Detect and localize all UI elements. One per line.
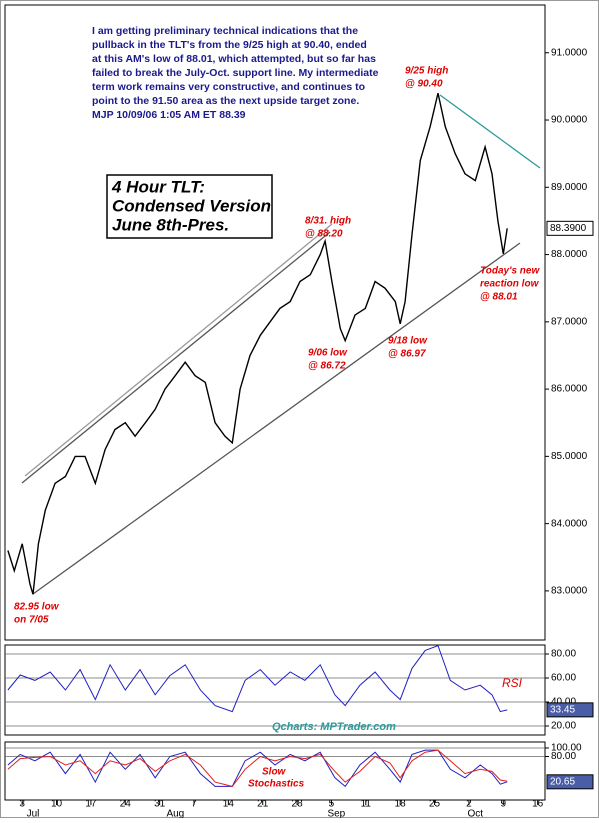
resistance-line [439, 94, 541, 169]
x-tick-label: 5 [329, 799, 335, 810]
stoch-panel [4, 741, 546, 801]
annotation: @ 86.97 [388, 349, 426, 360]
y-tick-label: 100.00 [551, 743, 582, 754]
chart-title: 4 Hour TLT: [111, 177, 205, 196]
series-line [7, 92, 508, 595]
y-tick-label: 86.0000 [551, 384, 588, 395]
annotation: 9/25 high [405, 66, 448, 77]
channel-line [24, 223, 333, 477]
channel-line [21, 231, 331, 484]
commentary: at this AM's low of 88.01, which attempt… [92, 53, 376, 65]
x-tick-label: 14 [223, 799, 235, 810]
y-tick-label: 85.0000 [551, 451, 588, 462]
annotation: 9/06 low [308, 348, 348, 359]
last-value-box [546, 774, 594, 790]
stoch-label: Slow [262, 767, 287, 778]
annotation: 9/18 low [388, 336, 428, 347]
last-value-label: 20.65 [550, 776, 575, 787]
x-tick-label: 16 [532, 799, 544, 810]
commentary: failed to break the July-Oct. support li… [92, 67, 379, 79]
source-label: Qcharts: MPTrader.com [272, 721, 396, 733]
annotation: Today's new [480, 266, 540, 277]
y-tick-label: 88.0000 [551, 249, 588, 260]
x-tick-label: 3 [19, 799, 25, 810]
stoch-label: Stochastics [248, 779, 305, 790]
x-tick-label: 7 [191, 799, 197, 810]
x-tick-label: 10 [51, 799, 63, 810]
annotation: @ 88.20 [305, 229, 343, 240]
x-tick-label: 2 [466, 799, 472, 810]
x-tick-label: 25 [429, 799, 441, 810]
y-tick-label: 80.00 [551, 751, 576, 762]
month-label: Jul [27, 809, 40, 818]
y-tick-label: 84.0000 [551, 518, 588, 529]
title-box [106, 174, 273, 239]
commentary: I am getting preliminary technical indic… [92, 25, 358, 37]
x-tick-label: 24 [120, 799, 132, 810]
annotation: reaction low [480, 279, 540, 290]
commentary: point to the 91.50 area as the next upsi… [92, 95, 359, 107]
last-value-box [546, 702, 594, 718]
x-tick-label: 11 [361, 799, 372, 810]
x-tick-label: 21 [257, 799, 269, 810]
y-tick-label: 60.00 [551, 673, 576, 684]
rsi-label: RSI [502, 676, 523, 690]
chart-title: Condensed Version [112, 196, 271, 215]
annotation: @ 88.01 [480, 292, 518, 303]
y-tick-label: 40.00 [551, 697, 576, 708]
y-tick-label: 83.0000 [551, 586, 588, 597]
y-tick-label: 90.0000 [551, 115, 588, 126]
series-line [7, 749, 508, 787]
commentary: term work remains very constructive, and… [92, 81, 365, 93]
x-tick-label: 17 [85, 799, 97, 810]
y-tick-label: 91.0000 [551, 47, 588, 58]
trend-lines [21, 94, 541, 595]
rsi-panel [4, 644, 546, 736]
commentary: MJP 10/09/06 1:05 AM ET 88.39 [92, 109, 246, 121]
annotation: on 7/05 [14, 615, 49, 626]
last-value-box [546, 220, 594, 236]
y-tick-label: 80.00 [551, 649, 576, 660]
commentary: pullback in the TLT's from the 9/25 high… [92, 39, 367, 51]
x-tick-label: 31 [154, 799, 166, 810]
x-tick-label: 18 [395, 799, 407, 810]
month-label: Sep [327, 809, 345, 818]
annotation: 8/31. high [305, 216, 351, 227]
month-label: Aug [166, 809, 184, 818]
series-line [7, 644, 508, 713]
support-line [32, 242, 521, 595]
last-value-label: 88.3900 [550, 223, 587, 234]
chart-title: June 8th-Pres. [112, 215, 229, 234]
annotation: @ 90.40 [405, 79, 443, 90]
annotation: 82.95 low [14, 602, 60, 613]
y-tick-label: 20.00 [551, 721, 576, 732]
x-tick-label: 28 [292, 799, 304, 810]
last-value-label: 33.45 [550, 705, 575, 716]
x-tick-label: 9 [500, 799, 506, 810]
y-tick-label: 87.0000 [551, 316, 588, 327]
y-tick-label: 89.0000 [551, 182, 588, 193]
price-panel [4, 4, 546, 641]
annotation: @ 86.72 [308, 361, 346, 372]
month-label: Oct [468, 809, 484, 818]
